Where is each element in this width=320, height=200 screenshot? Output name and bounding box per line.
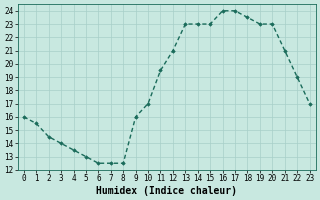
X-axis label: Humidex (Indice chaleur): Humidex (Indice chaleur) xyxy=(96,186,237,196)
